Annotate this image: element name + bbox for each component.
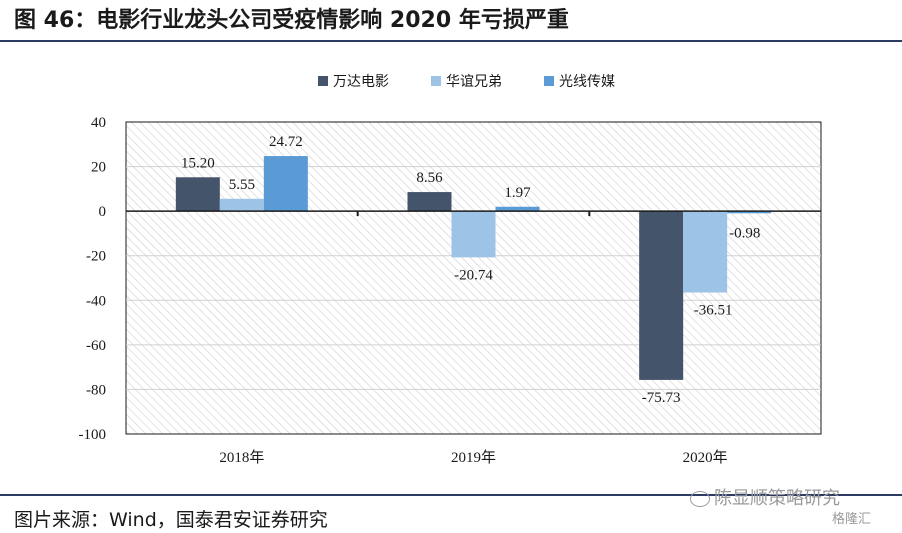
bar bbox=[263, 156, 308, 212]
y-tick-label: -20 bbox=[86, 249, 106, 265]
source-note: 图片来源：Wind，国泰君安证券研究 bbox=[14, 509, 328, 531]
bar bbox=[407, 192, 452, 212]
data-label: 1.97 bbox=[504, 185, 531, 201]
legend-label: 光线传媒 bbox=[559, 74, 615, 90]
legend-swatch bbox=[544, 76, 554, 86]
wechat-icon bbox=[690, 491, 710, 507]
bar bbox=[175, 177, 220, 212]
data-label: -75.73 bbox=[642, 390, 681, 406]
bar bbox=[683, 211, 728, 293]
y-tick-label: -40 bbox=[86, 293, 106, 309]
data-labels: 15.20 8.56 -75.73 5.55 -20.74 -36.51 24.72 1.97… bbox=[181, 134, 760, 406]
data-label: -0.98 bbox=[729, 225, 760, 241]
legend-swatch bbox=[318, 76, 328, 86]
bar bbox=[727, 211, 772, 214]
legend: 万达电影 华谊兄弟 光线传媒 bbox=[318, 74, 615, 90]
zero-axis bbox=[126, 210, 821, 217]
y-tick-label: -100 bbox=[79, 427, 107, 443]
bar bbox=[451, 211, 496, 258]
y-tick-label: 0 bbox=[99, 204, 107, 220]
y-tick-label: -60 bbox=[86, 338, 106, 354]
x-tick-label: 2019年 bbox=[451, 449, 496, 466]
page-title: 图 46：电影行业龙头公司受疫情影响 2020 年亏损严重 bbox=[14, 8, 569, 33]
bar bbox=[495, 206, 540, 212]
bar bbox=[219, 198, 264, 212]
x-axis-ticks: 2018年 2019年 2020年 bbox=[219, 449, 727, 466]
data-label: 15.20 bbox=[181, 155, 215, 171]
bar bbox=[639, 211, 684, 380]
data-label: -36.51 bbox=[694, 303, 733, 319]
bars bbox=[175, 156, 772, 380]
data-label: 5.55 bbox=[229, 177, 255, 193]
legend-label: 华谊兄弟 bbox=[446, 74, 502, 90]
data-label: -20.74 bbox=[454, 267, 493, 283]
watermark-sub: 格隆汇 bbox=[832, 512, 872, 527]
y-tick-label: -80 bbox=[86, 382, 106, 398]
bar-chart: 40 20 0 -20 -40 -60 -80 -100 2018年 2019年 2020年 15… bbox=[79, 74, 822, 466]
data-label: 24.72 bbox=[269, 134, 303, 150]
watermark-text: 陈显顺策略研究 bbox=[714, 488, 840, 509]
data-label: 8.56 bbox=[416, 170, 443, 186]
y-axis-ticks: 40 20 0 -20 -40 -60 -80 -100 bbox=[79, 115, 107, 443]
x-tick-label: 2018年 bbox=[219, 449, 264, 466]
legend-label: 万达电影 bbox=[333, 74, 389, 90]
bottom-divider bbox=[0, 494, 902, 496]
x-tick-label: 2020年 bbox=[683, 449, 728, 466]
y-tick-label: 20 bbox=[91, 160, 106, 176]
top-divider bbox=[0, 40, 902, 42]
y-tick-label: 40 bbox=[91, 115, 106, 131]
watermark: 陈显顺策略研究 bbox=[690, 484, 840, 510]
legend-swatch bbox=[431, 76, 441, 86]
